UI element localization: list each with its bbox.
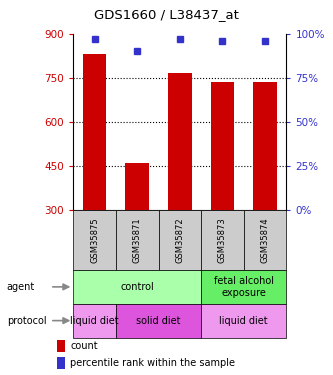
Bar bbox=[116, 210, 159, 270]
Bar bbox=[211, 82, 234, 210]
Bar bbox=[159, 210, 201, 270]
Text: GSM35875: GSM35875 bbox=[90, 217, 99, 263]
Text: solid diet: solid diet bbox=[136, 316, 181, 326]
Bar bbox=[201, 304, 286, 338]
Bar bbox=[57, 357, 65, 369]
Text: liquid diet: liquid diet bbox=[219, 316, 268, 326]
Bar bbox=[201, 210, 244, 270]
Text: GSM35872: GSM35872 bbox=[175, 217, 184, 263]
Text: GDS1660 / L38437_at: GDS1660 / L38437_at bbox=[94, 8, 239, 21]
Text: percentile rank within the sample: percentile rank within the sample bbox=[70, 358, 235, 368]
Bar bbox=[73, 304, 116, 338]
Bar bbox=[73, 270, 201, 304]
Text: protocol: protocol bbox=[7, 316, 46, 326]
Bar bbox=[253, 82, 277, 210]
Bar bbox=[57, 340, 65, 352]
Text: agent: agent bbox=[7, 282, 35, 292]
Bar bbox=[116, 304, 201, 338]
Bar bbox=[83, 54, 106, 210]
Text: control: control bbox=[120, 282, 154, 292]
Text: liquid diet: liquid diet bbox=[70, 316, 119, 326]
Text: GSM35873: GSM35873 bbox=[218, 217, 227, 263]
Text: fetal alcohol
exposure: fetal alcohol exposure bbox=[214, 276, 274, 298]
Bar bbox=[126, 163, 149, 210]
Bar bbox=[168, 74, 191, 210]
Text: GSM35874: GSM35874 bbox=[260, 217, 270, 263]
Bar bbox=[244, 210, 286, 270]
Text: count: count bbox=[70, 341, 98, 351]
Text: GSM35871: GSM35871 bbox=[133, 217, 142, 263]
Bar bbox=[73, 210, 116, 270]
Bar bbox=[201, 270, 286, 304]
